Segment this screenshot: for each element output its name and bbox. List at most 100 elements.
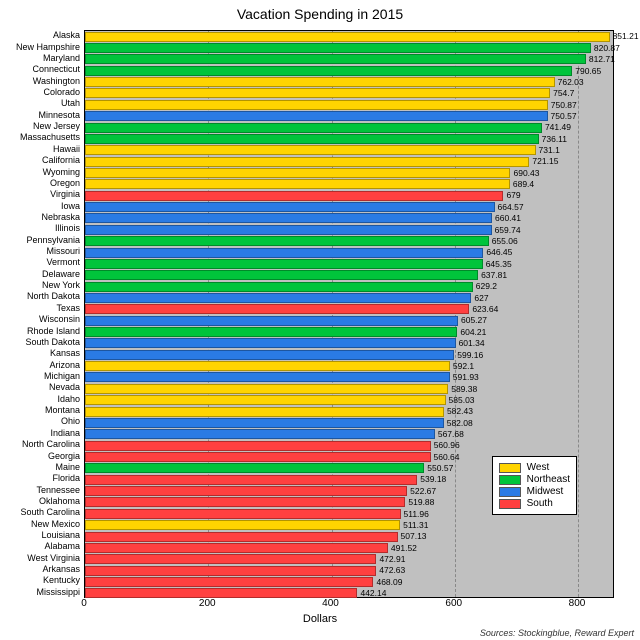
bar-value: 736.11 bbox=[542, 135, 567, 144]
bar-value: 472.91 bbox=[379, 555, 405, 564]
state-label: Oklahoma bbox=[0, 497, 80, 506]
state-label: Arkansas bbox=[0, 565, 80, 574]
state-label: Louisiana bbox=[0, 531, 80, 540]
bar-value: 519.88 bbox=[408, 498, 434, 507]
bar bbox=[85, 418, 444, 428]
legend-swatch bbox=[499, 463, 521, 473]
bar bbox=[85, 191, 503, 201]
bar-value: 582.43 bbox=[447, 407, 473, 416]
state-label: Virginia bbox=[0, 190, 80, 199]
state-label: Arizona bbox=[0, 361, 80, 370]
bar-value: 689.4 bbox=[513, 180, 534, 189]
legend-item: Midwest bbox=[499, 486, 570, 497]
bar bbox=[85, 372, 450, 382]
bar-value: 522.67 bbox=[410, 487, 436, 496]
state-label: Maryland bbox=[0, 54, 80, 63]
x-tick-label: 200 bbox=[199, 598, 216, 609]
state-label: New Hampshire bbox=[0, 43, 80, 52]
bar-value: 646.45 bbox=[486, 248, 512, 257]
bar bbox=[85, 361, 450, 371]
chart-title: Vacation Spending in 2015 bbox=[0, 6, 640, 22]
bar-value: 604.21 bbox=[460, 328, 486, 337]
state-label: Utah bbox=[0, 99, 80, 108]
state-label: Alabama bbox=[0, 542, 80, 551]
state-label: Michigan bbox=[0, 372, 80, 381]
bar-value: 550.57 bbox=[427, 464, 453, 473]
bar bbox=[85, 259, 483, 269]
bar bbox=[85, 157, 529, 167]
state-label: New Mexico bbox=[0, 520, 80, 529]
bar-value: 660.41 bbox=[495, 214, 521, 223]
bar-value: 507.13 bbox=[401, 532, 427, 541]
bar bbox=[85, 497, 405, 507]
bar-value: 592.1 bbox=[453, 362, 474, 371]
state-label: Ohio bbox=[0, 417, 80, 426]
bar bbox=[85, 407, 444, 417]
bar bbox=[85, 588, 357, 598]
bar bbox=[85, 43, 591, 53]
bar-value: 731.1 bbox=[539, 146, 560, 155]
bar-value: 627 bbox=[474, 294, 488, 303]
bar bbox=[85, 577, 373, 587]
bar bbox=[85, 509, 401, 519]
bar-value: 539.18 bbox=[420, 475, 446, 484]
bar-value: 690.43 bbox=[513, 169, 539, 178]
legend-item: Northeast bbox=[499, 474, 570, 485]
bar bbox=[85, 66, 572, 76]
bar-value: 468.09 bbox=[376, 578, 402, 587]
state-label: Indiana bbox=[0, 429, 80, 438]
state-label: Texas bbox=[0, 304, 80, 313]
bar bbox=[85, 202, 495, 212]
bar bbox=[85, 88, 550, 98]
state-label: Alaska bbox=[0, 31, 80, 40]
state-label: Georgia bbox=[0, 452, 80, 461]
bar bbox=[85, 32, 610, 42]
state-label: Delaware bbox=[0, 270, 80, 279]
state-label: Florida bbox=[0, 474, 80, 483]
legend: WestNortheastMidwestSouth bbox=[492, 456, 577, 515]
bar-value: 679 bbox=[506, 191, 520, 200]
legend-swatch bbox=[499, 475, 521, 485]
bar bbox=[85, 338, 456, 348]
bar bbox=[85, 486, 407, 496]
bar bbox=[85, 123, 542, 133]
bar bbox=[85, 316, 458, 326]
bar bbox=[85, 532, 398, 542]
state-label: North Dakota bbox=[0, 292, 80, 301]
bar-value: 623.64 bbox=[472, 305, 498, 314]
bar-value: 567.68 bbox=[438, 430, 464, 439]
state-label: New York bbox=[0, 281, 80, 290]
state-label: Hawaii bbox=[0, 145, 80, 154]
state-label: West Virginia bbox=[0, 554, 80, 563]
bar-value: 664.57 bbox=[498, 203, 524, 212]
chart-plot-area: 851.21820.87812.71790.65762.03754.7750.8… bbox=[84, 30, 614, 598]
legend-label: West bbox=[527, 462, 550, 473]
bar bbox=[85, 452, 431, 462]
legend-label: Northeast bbox=[527, 474, 570, 485]
state-label: New Jersey bbox=[0, 122, 80, 131]
state-label: Missouri bbox=[0, 247, 80, 256]
state-label: Wyoming bbox=[0, 168, 80, 177]
bar bbox=[85, 77, 555, 87]
bar-value: 851.21 bbox=[613, 32, 639, 41]
bar-value: 585.03 bbox=[449, 396, 475, 405]
bar-value: 629.2 bbox=[476, 282, 497, 291]
bar-value: 655.06 bbox=[492, 237, 518, 246]
bar-value: 599.16 bbox=[457, 351, 483, 360]
state-label: Massachusetts bbox=[0, 133, 80, 142]
bar bbox=[85, 554, 376, 564]
legend-label: Midwest bbox=[527, 486, 564, 497]
bar bbox=[85, 293, 471, 303]
state-label: South Dakota bbox=[0, 338, 80, 347]
bar bbox=[85, 168, 510, 178]
bar bbox=[85, 304, 469, 314]
bar bbox=[85, 248, 483, 258]
bar bbox=[85, 566, 376, 576]
state-label: Mississippi bbox=[0, 588, 80, 597]
bar-value: 589.38 bbox=[451, 385, 477, 394]
state-label: Nevada bbox=[0, 383, 80, 392]
bar bbox=[85, 463, 424, 473]
legend-item: South bbox=[499, 498, 570, 509]
bar-value: 511.31 bbox=[403, 521, 428, 530]
state-label: South Carolina bbox=[0, 508, 80, 517]
